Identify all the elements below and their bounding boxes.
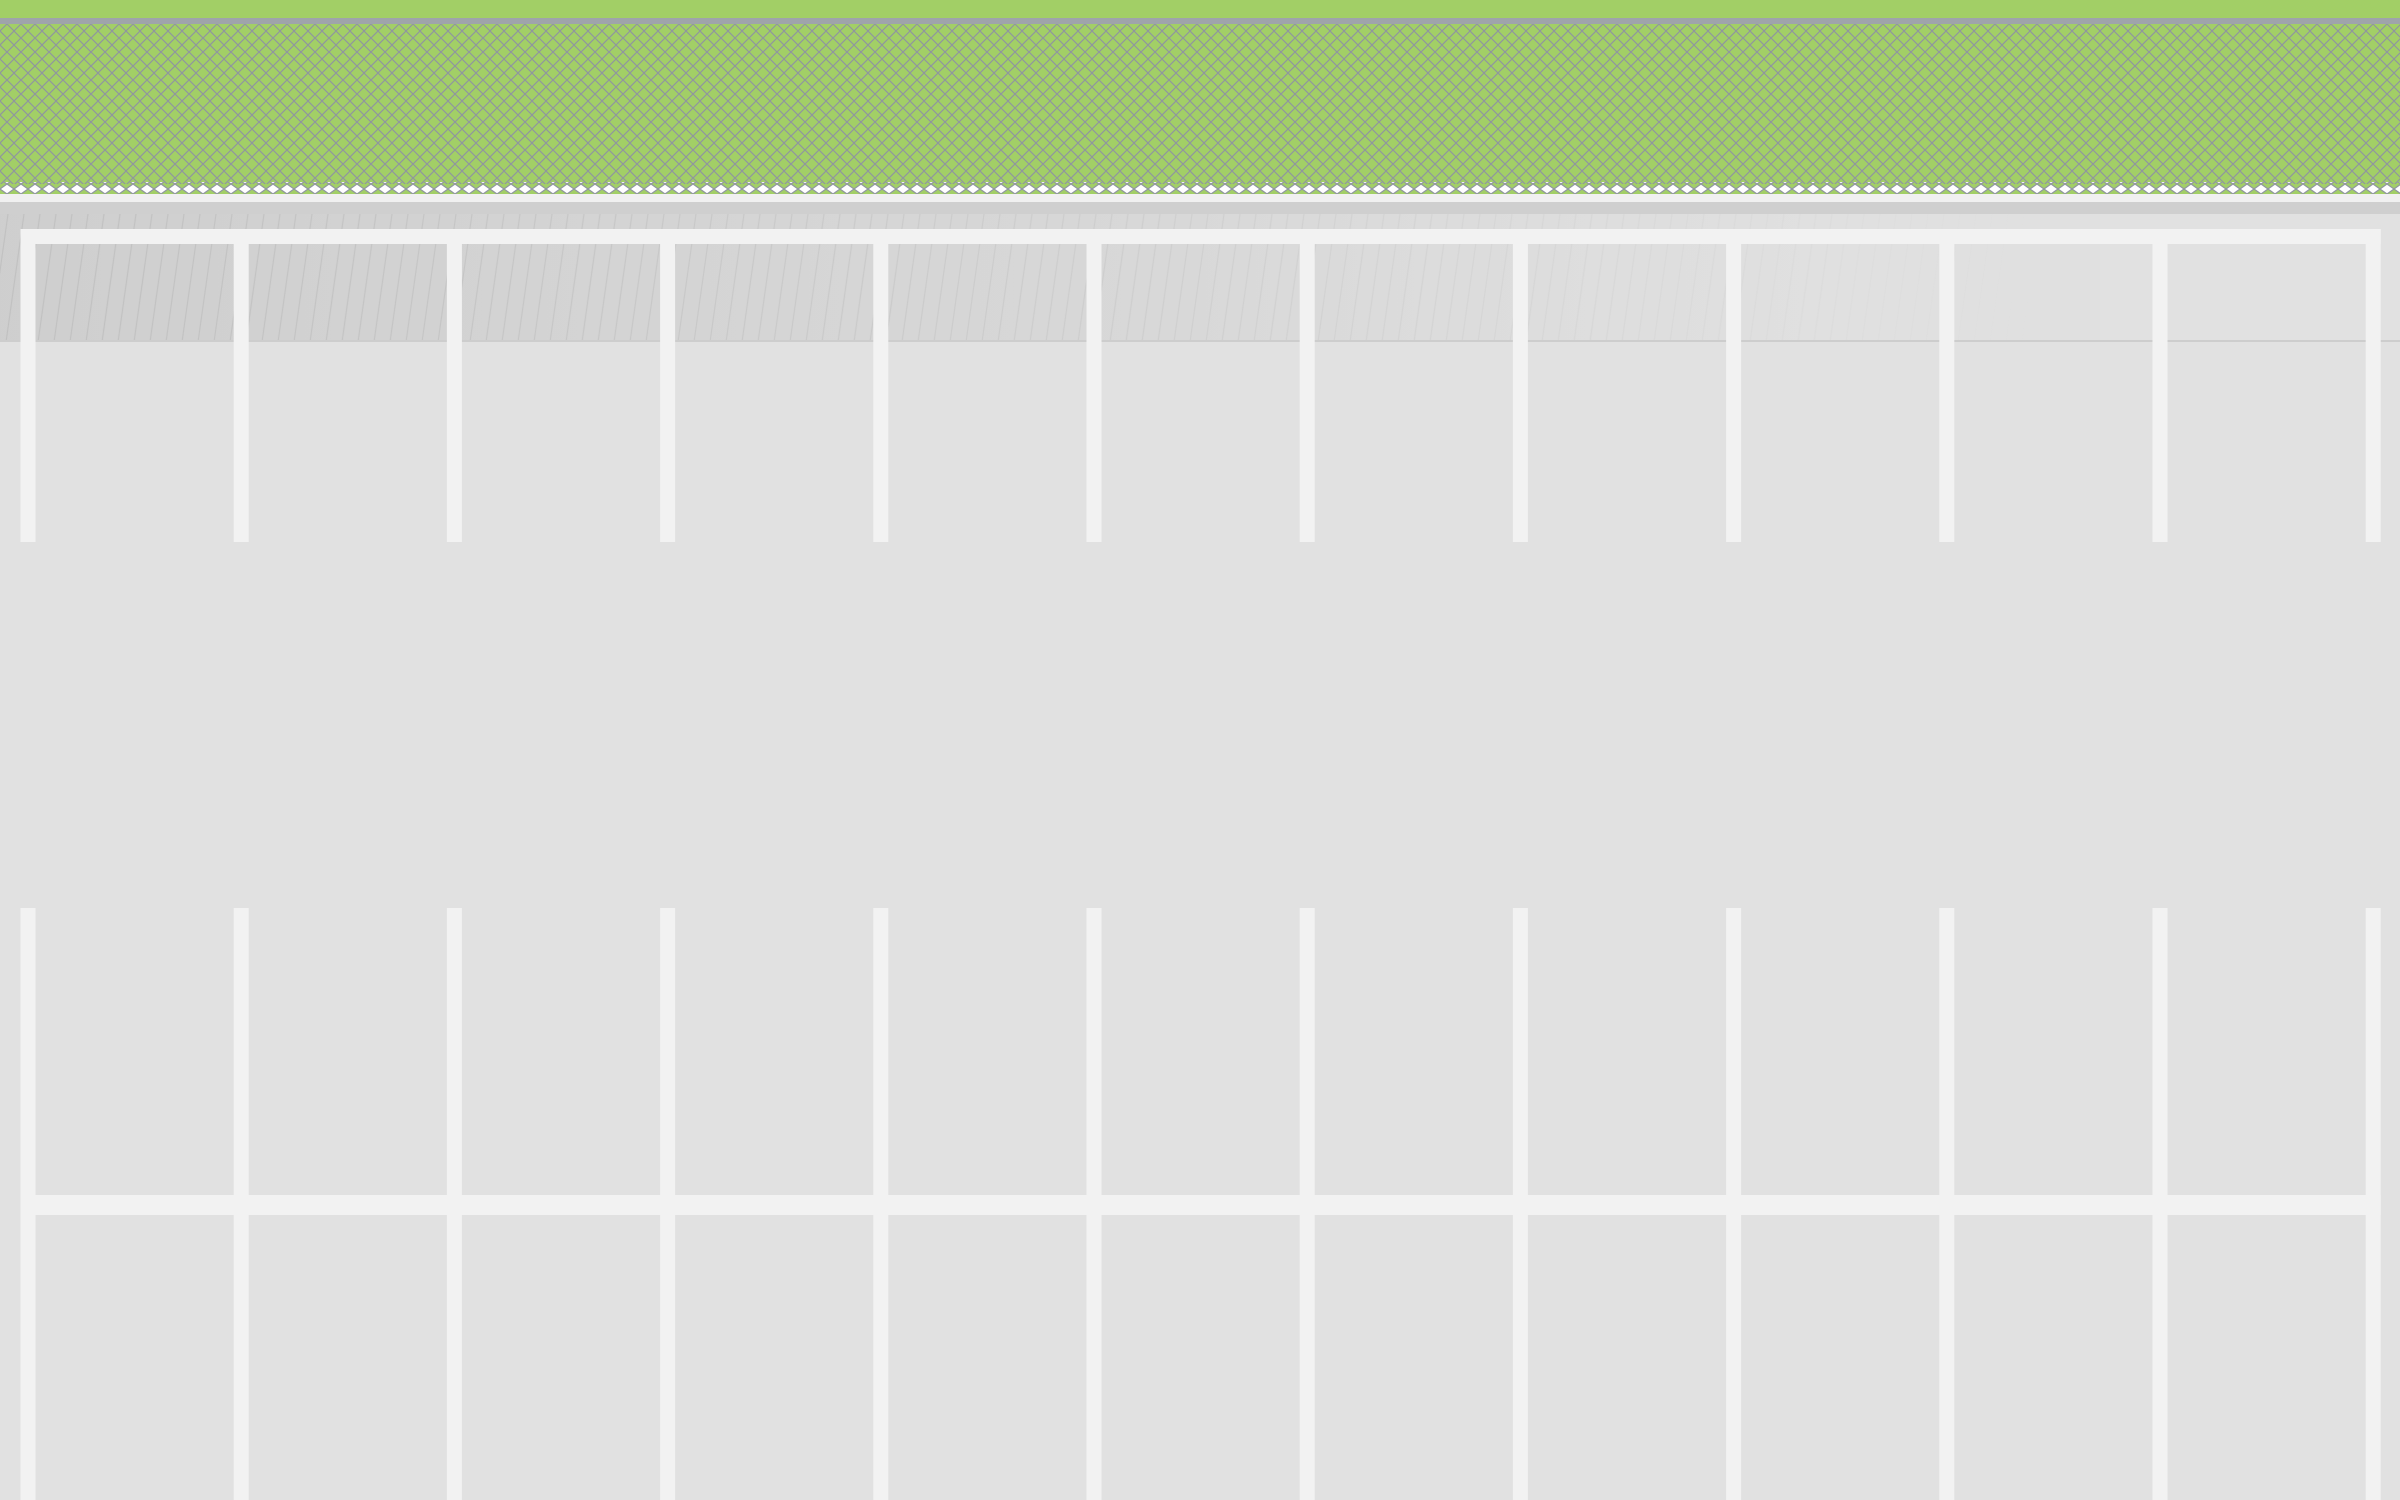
chain-link-fence-icon bbox=[0, 24, 2400, 194]
top-row-divider-9 bbox=[1939, 229, 1955, 542]
top-row-back-line bbox=[20, 229, 2381, 244]
top-row-divider-0 bbox=[20, 229, 36, 542]
top-row-divider-6 bbox=[1299, 229, 1315, 542]
fence-top-rail bbox=[0, 18, 2400, 24]
top-row-divider-5 bbox=[1086, 229, 1102, 542]
top-row-divider-2 bbox=[446, 229, 462, 542]
fence-base bbox=[0, 194, 2400, 202]
top-row-divider-7 bbox=[1512, 229, 1528, 542]
top-row-divider-8 bbox=[1726, 229, 1742, 542]
grass-strip bbox=[0, 0, 2400, 18]
bottom-row-back-line bbox=[20, 1195, 2381, 1215]
top-row-divider-1 bbox=[233, 229, 249, 542]
top-row-divider-3 bbox=[660, 229, 676, 542]
top-row-divider-4 bbox=[873, 229, 889, 542]
top-row-divider-11 bbox=[2365, 229, 2381, 542]
top-row-divider-10 bbox=[2152, 229, 2168, 542]
curb bbox=[0, 202, 2400, 214]
